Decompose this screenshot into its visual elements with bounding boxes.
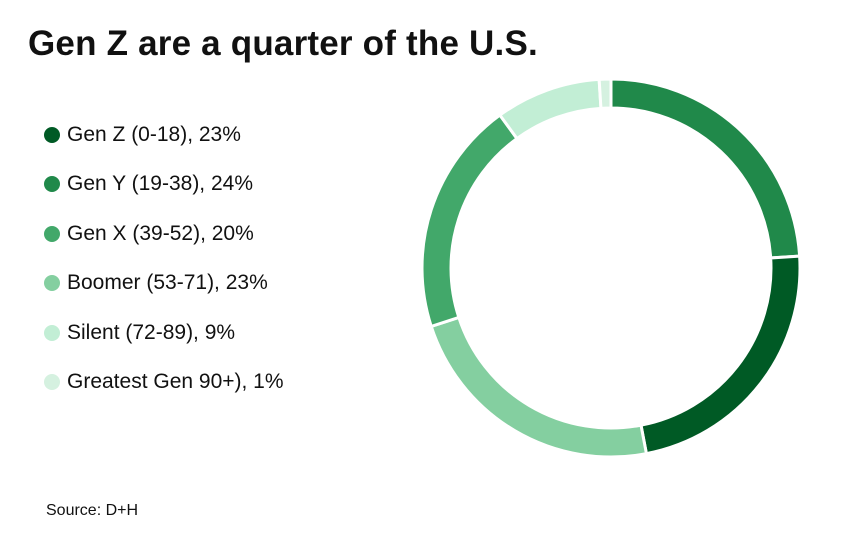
donut-slice-gen-z-0-18 [639, 254, 802, 456]
legend-label: Gen Y (19-38), 24% [67, 172, 254, 196]
legend-label: Boomer (53-71), 23% [67, 271, 268, 295]
legend-swatch [44, 324, 60, 341]
legend: Gen Z (0-18), 23% Gen Y (19-38), 24% Gen X… [44, 110, 284, 407]
legend-item: Gen Z (0-18), 23% [44, 110, 284, 160]
donut-slice-silent-72-89 [497, 77, 603, 141]
legend-swatch [44, 126, 60, 143]
source-note: Source: D+H [46, 502, 139, 519]
legend-label: Greatest Gen 90+), 1% [67, 370, 284, 394]
legend-item: Gen X (39-52), 20% [44, 209, 284, 259]
donut-slice-gen-x-39-52 [420, 113, 520, 329]
legend-label: Gen X (39-52), 20% [67, 221, 254, 245]
legend-item: Silent (72-89), 9% [44, 308, 284, 358]
donut-slice-greatest-gen-90 [597, 77, 613, 110]
donut-slice-gen-y-19-38 [609, 77, 802, 260]
legend-item: Boomer (53-71), 23% [44, 259, 284, 309]
legend-label: Silent (72-89), 9% [67, 320, 236, 344]
legend-item: Gen Y (19-38), 24% [44, 160, 284, 210]
chart-title: Gen Z are a quarter of the U.S. [28, 24, 538, 63]
legend-swatch [44, 374, 60, 391]
legend-label: Gen Z (0-18), 23% [67, 122, 241, 146]
legend-item: Greatest Gen 90+), 1% [44, 358, 284, 408]
legend-swatch [44, 275, 60, 292]
legend-swatch [44, 176, 60, 193]
legend-swatch [44, 225, 60, 242]
donut-slice-boomer-53-71 [429, 315, 649, 459]
